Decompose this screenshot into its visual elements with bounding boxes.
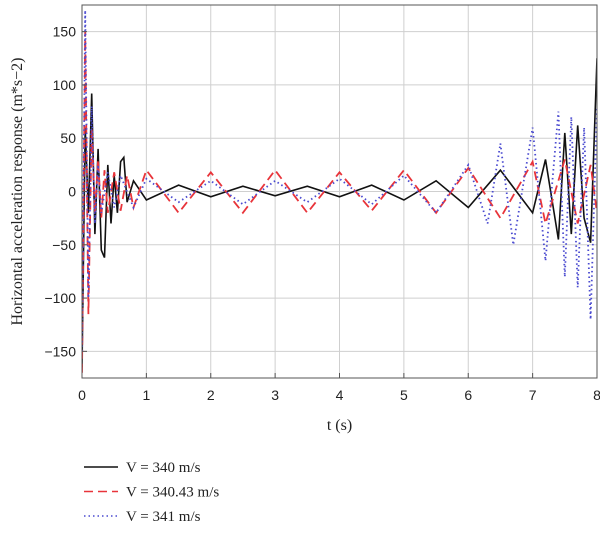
legend: V = 340 m/s V = 340.43 m/s V = 341 m/s [84,460,219,525]
legend-label-2: V = 340.43 m/s [126,485,219,501]
x-tick-label: 5 [400,387,408,403]
x-axis-label: t (s) [327,417,352,434]
y-tick-label: 100 [53,77,77,93]
x-tick-label: 1 [142,387,150,403]
y-tick-label: −100 [44,290,76,306]
y-ticks: −150 −100 −50 0 50 100 150 [44,24,87,359]
series-layer [82,10,597,373]
series-line-1 [82,58,597,368]
x-tick-label: 7 [529,387,537,403]
x-tick-label: 4 [336,387,344,403]
x-ticks: 0 1 2 3 4 5 6 7 8 [78,373,600,403]
grid [81,5,598,378]
x-tick-label: 3 [271,387,279,403]
series-line-2 [82,31,597,373]
y-tick-label: 0 [68,184,76,200]
x-tick-label: 2 [207,387,215,403]
x-tick-label: 8 [593,387,600,403]
y-tick-label: −150 [44,343,76,359]
legend-label-1: V = 340 m/s [126,460,201,476]
y-tick-label: −50 [52,237,76,253]
y-axis-label: Horizontal acceleration response (m*s−2) [9,57,26,325]
y-tick-label: 50 [60,130,76,146]
y-tick-label: 150 [53,24,77,40]
x-tick-label: 0 [78,387,86,403]
x-tick-label: 6 [464,387,472,403]
legend-label-3: V = 341 m/s [126,509,201,525]
